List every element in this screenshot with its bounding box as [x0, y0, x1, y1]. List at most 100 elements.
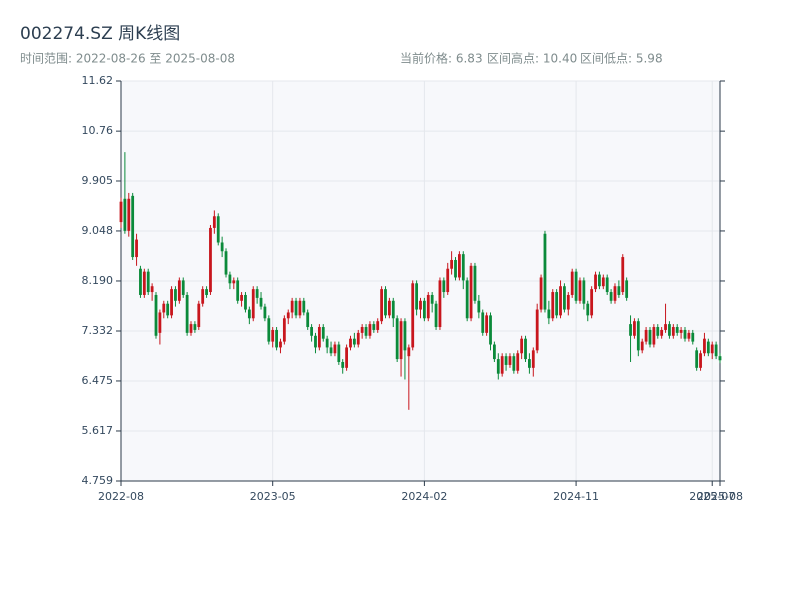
candle-body — [566, 294, 570, 310]
candle-body — [563, 286, 566, 310]
candle-body — [598, 274, 601, 287]
candle-body — [150, 286, 154, 293]
candle-body — [629, 324, 632, 336]
candle-body — [582, 280, 586, 304]
candle-body — [438, 280, 442, 328]
candle-body — [601, 277, 605, 287]
candle-body — [691, 332, 695, 342]
candle-body — [317, 327, 321, 348]
candle-body — [376, 321, 380, 330]
candle-body — [228, 274, 232, 284]
candle-body — [426, 294, 430, 319]
candle-body — [675, 327, 679, 333]
candle-body — [212, 216, 216, 228]
candle-body — [251, 289, 255, 319]
y-tick-label: 8.190 — [82, 274, 114, 287]
candle-body — [660, 329, 664, 336]
candle-body — [372, 324, 376, 330]
candle-body — [508, 356, 512, 365]
candle-body — [247, 309, 251, 319]
candle-body — [337, 344, 341, 363]
candle-body — [504, 356, 508, 365]
candle-body — [683, 329, 687, 339]
x-tick-label: 2024-02 — [401, 490, 447, 503]
candle-body — [368, 324, 372, 336]
candle-body — [500, 356, 504, 374]
candle-body — [454, 259, 457, 278]
candle-body — [535, 309, 539, 351]
candle-body — [422, 300, 426, 319]
candle-body — [450, 259, 454, 269]
candle-body — [485, 315, 489, 333]
candle-body — [267, 318, 271, 342]
candle-body — [224, 251, 228, 275]
candle-body — [286, 312, 290, 319]
candle-body — [399, 321, 403, 360]
candle-body — [640, 341, 644, 351]
candle-body — [457, 254, 461, 278]
candle-body — [699, 353, 702, 368]
chart-subtitle: 时间范围: 2022-08-26 至 2025-08-08 — [20, 52, 235, 66]
candle-body — [516, 353, 520, 371]
candle-body — [174, 289, 177, 301]
candle-body — [551, 292, 555, 319]
candle-body — [329, 347, 333, 354]
candle-body — [119, 201, 123, 223]
candle-body — [255, 289, 259, 298]
candle-body — [687, 332, 691, 339]
candle-body — [290, 300, 294, 313]
candle-body — [461, 254, 465, 281]
candle-body — [633, 321, 636, 336]
candle-body — [656, 327, 660, 336]
candle-body — [193, 324, 197, 330]
candle-body — [395, 318, 399, 360]
candle-body — [403, 321, 407, 351]
candle-body — [543, 233, 547, 310]
candle-body — [477, 300, 481, 313]
candle-body — [559, 286, 562, 316]
candle-body — [352, 338, 356, 345]
candle-body — [131, 195, 135, 258]
candle-body — [586, 303, 590, 316]
candle-body — [520, 338, 524, 354]
stat-price: 当前价格: 6.83 — [400, 51, 483, 66]
candle-body — [380, 289, 384, 322]
candle-body — [531, 350, 535, 368]
candle-body — [325, 338, 329, 348]
candle-body — [244, 294, 247, 310]
candle-body — [578, 280, 582, 301]
candle-body — [181, 280, 185, 295]
candle-body — [590, 289, 594, 316]
y-tick-label: 9.905 — [82, 174, 114, 187]
candle-body — [166, 303, 170, 316]
candle-body — [298, 300, 302, 316]
candle-body — [240, 294, 243, 301]
candle-body — [310, 327, 313, 336]
candle-body — [524, 338, 527, 360]
y-tick-label: 9.048 — [82, 224, 114, 237]
candle-body — [349, 338, 352, 348]
candle-body — [547, 309, 551, 319]
candle-body — [263, 306, 267, 319]
candle-body — [594, 274, 597, 290]
candle-body — [493, 344, 496, 360]
candle-body — [679, 329, 683, 333]
candle-body — [555, 292, 559, 316]
candle-body — [154, 294, 158, 336]
candle-body — [706, 341, 710, 354]
candle-body — [621, 257, 625, 293]
candle-body — [333, 344, 337, 354]
candle-body — [236, 280, 240, 301]
y-tick-label: 4.759 — [82, 474, 114, 487]
chart-title: 002274.SZ 周K线图 — [20, 24, 180, 44]
candle-body — [574, 271, 578, 301]
candle-body — [387, 300, 391, 316]
candle-body — [364, 327, 368, 336]
candle-body — [605, 277, 609, 293]
candle-body — [625, 280, 629, 298]
candle-body — [539, 277, 543, 310]
candle-body — [360, 327, 364, 333]
candle-body — [636, 321, 640, 351]
candle-body — [220, 242, 224, 252]
